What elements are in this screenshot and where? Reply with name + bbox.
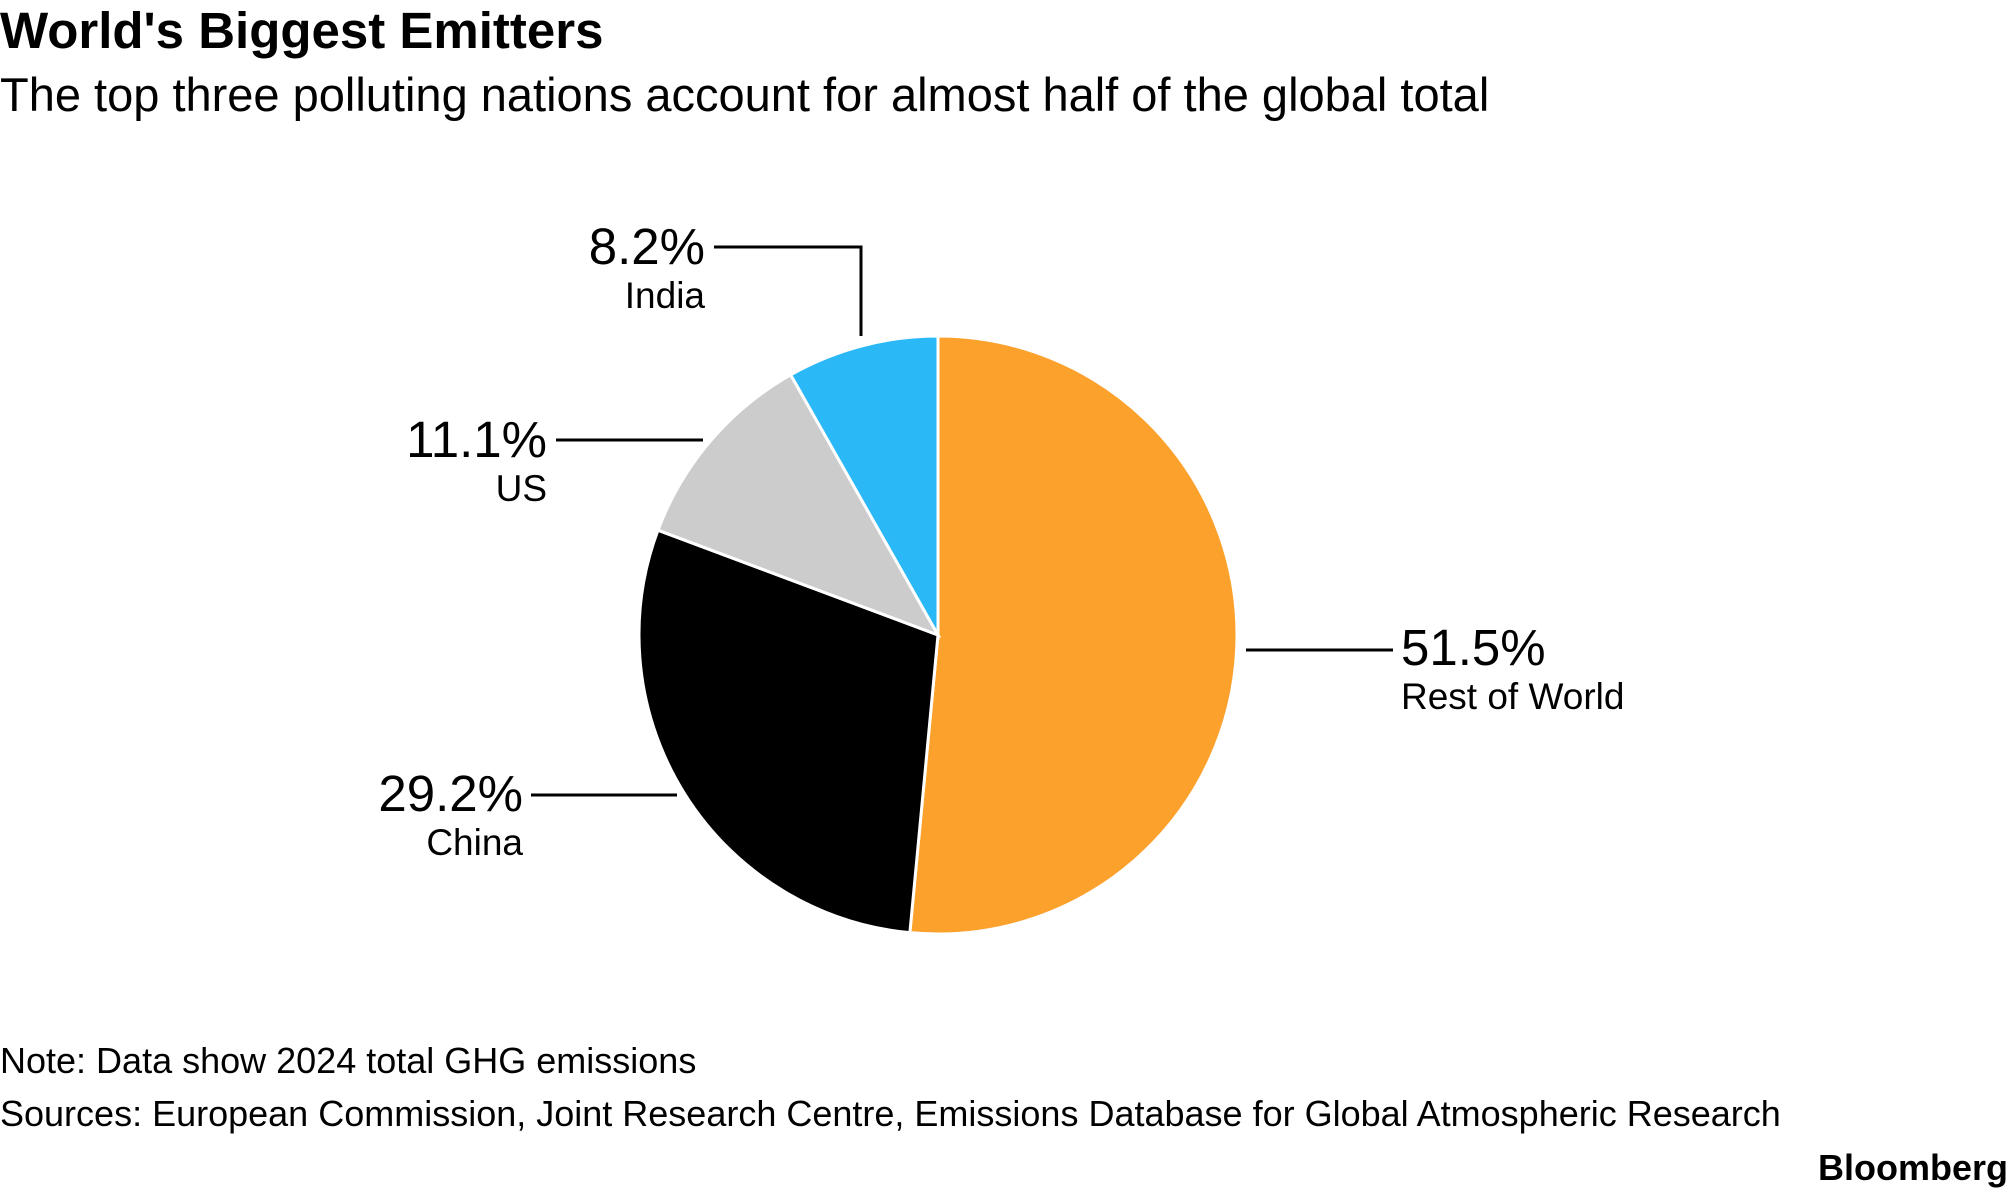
value-label: 29.2% <box>378 765 523 822</box>
pie: 51.5%Rest of World 29.2%China 11.1%US 8.2%I… <box>378 218 1624 936</box>
pie-slice <box>788 334 940 641</box>
value-label: 8.2% <box>589 218 705 275</box>
value-label: 11.1% <box>406 411 547 468</box>
pie-slice <box>908 334 1239 936</box>
category-label: China <box>426 822 523 863</box>
brand: Bloomberg <box>1818 1147 2008 1188</box>
category-label: Rest of World <box>1401 676 1624 717</box>
chart-subtitle: The top three polluting nations account … <box>0 68 1489 121</box>
source: Sources: European Commission, Joint Rese… <box>0 1093 1781 1134</box>
chart-title: World's Biggest Emitters <box>0 2 603 59</box>
pie-slice <box>637 528 940 935</box>
value-label: 51.5% <box>1401 619 1546 676</box>
category-label: India <box>625 275 706 316</box>
leader-line <box>714 245 863 336</box>
pie-slice <box>656 372 942 638</box>
note: Note: Data show 2024 total GHG emissions <box>0 1040 696 1081</box>
category-label: US <box>496 468 547 509</box>
